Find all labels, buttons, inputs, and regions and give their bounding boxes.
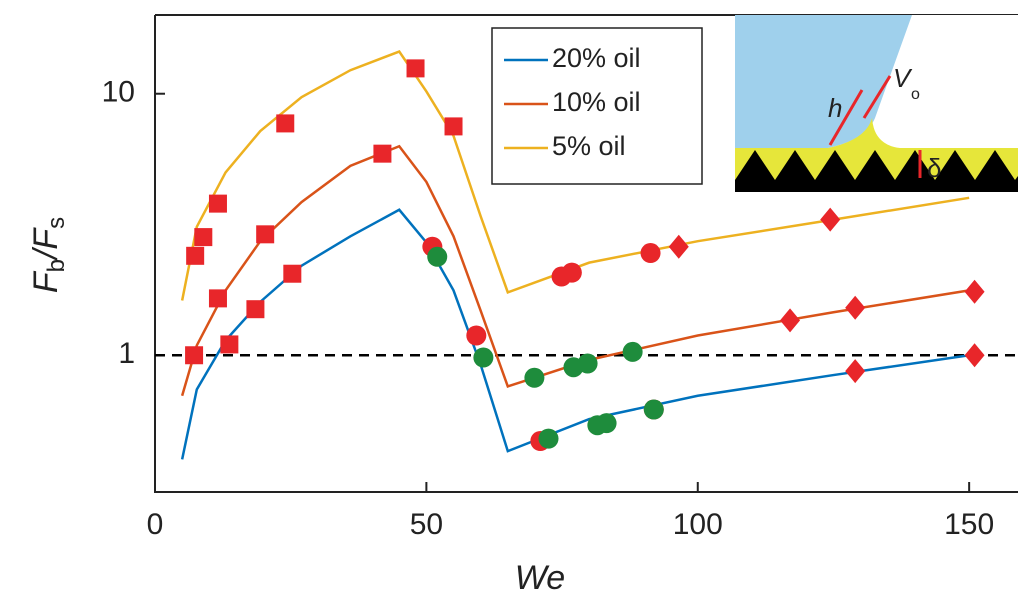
square-marker — [373, 145, 391, 163]
y-tick-label: 1 — [118, 337, 135, 370]
circle-marker — [623, 342, 643, 362]
circle-marker — [597, 413, 617, 433]
x-tick-label: 50 — [410, 508, 443, 541]
square-marker — [185, 346, 203, 364]
x-tick-label: 100 — [673, 508, 723, 541]
circle-marker — [644, 400, 664, 420]
circle-marker — [524, 368, 544, 388]
legend-label: 5% oil — [552, 131, 626, 161]
square-marker — [276, 114, 294, 132]
square-marker — [209, 195, 227, 213]
inset-label: o — [911, 86, 920, 103]
x-tick-label: 150 — [944, 508, 994, 541]
circle-marker — [562, 263, 582, 283]
x-axis-label: We — [515, 559, 565, 597]
x-tick-label: 0 — [147, 508, 164, 541]
inset-diagram: h V o δ — [735, 15, 1018, 192]
square-marker — [209, 289, 227, 307]
diamond-marker — [780, 308, 800, 332]
circle-marker — [473, 348, 493, 368]
circle-marker — [466, 325, 486, 345]
diamond-marker — [965, 280, 985, 304]
square-marker — [246, 300, 264, 318]
y-axis-label: Fb/Fs — [27, 217, 70, 293]
legend-label: 20% oil — [552, 43, 641, 73]
diamond-marker — [845, 296, 865, 320]
circle-marker — [641, 243, 661, 263]
legend: 20% oil 10% oil 5% oil — [492, 28, 702, 184]
square-marker — [220, 335, 238, 353]
square-marker — [186, 247, 204, 265]
y-tick-label: 10 — [102, 76, 135, 109]
diamond-marker — [965, 343, 985, 367]
y-label-part: s — [43, 217, 70, 229]
circle-marker — [539, 429, 559, 449]
y-label-part: b — [43, 259, 70, 272]
inset-label: h — [828, 93, 842, 123]
square-marker — [256, 225, 274, 243]
inset-label: δ — [927, 153, 941, 183]
square-marker — [445, 117, 463, 135]
square-marker — [407, 59, 425, 77]
y-label-part: /F — [27, 227, 65, 261]
y-label-part: F — [27, 270, 65, 293]
square-marker — [283, 265, 301, 283]
chart: We Fb/Fs 0 50 100 150 1 10 h V o δ 20% oil 10%… — [0, 0, 1018, 604]
diamond-marker — [820, 208, 840, 232]
circle-marker — [578, 353, 598, 373]
legend-label: 10% oil — [552, 87, 641, 117]
series-line — [182, 210, 969, 460]
diamond-marker — [845, 359, 865, 383]
square-marker — [194, 228, 212, 246]
circle-marker — [427, 247, 447, 267]
diamond-marker — [669, 235, 689, 259]
inset-label: V — [893, 63, 913, 93]
